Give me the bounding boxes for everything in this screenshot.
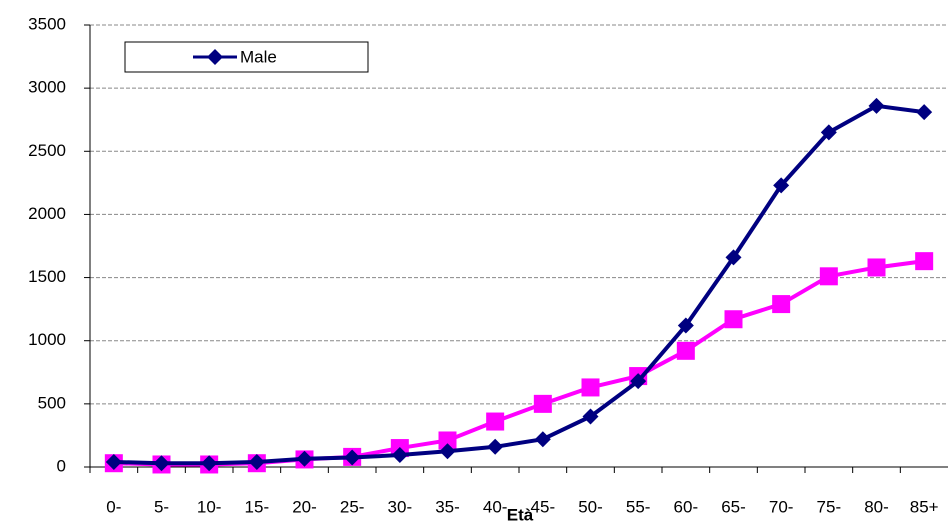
marker	[630, 373, 647, 390]
y-tick-label: 2000	[28, 204, 66, 223]
legend-label: Male	[240, 47, 277, 66]
marker	[676, 341, 695, 360]
marker	[439, 443, 456, 460]
x-tick-label: 5-	[154, 497, 169, 516]
marker	[915, 252, 934, 271]
marker	[916, 104, 933, 121]
y-tick-label: 3500	[28, 14, 66, 33]
marker	[248, 453, 265, 470]
marker	[677, 317, 694, 334]
y-tick-label: 1500	[28, 267, 66, 286]
y-tick-label: 3000	[28, 78, 66, 97]
marker	[296, 450, 313, 467]
x-tick-label: 80-	[864, 497, 889, 516]
x-tick-label: 10-	[197, 497, 222, 516]
x-tick-label: 50-	[578, 497, 603, 516]
marker	[534, 431, 551, 448]
marker	[773, 177, 790, 194]
marker	[105, 453, 122, 470]
x-tick-label: 75-	[817, 497, 842, 516]
x-tick-label: 55-	[626, 497, 651, 516]
marker	[868, 97, 885, 114]
marker	[391, 447, 408, 464]
marker	[533, 394, 552, 413]
y-tick-label: 2500	[28, 141, 66, 160]
x-tick-label: 15-	[245, 497, 270, 516]
legend-marker	[207, 49, 223, 65]
marker	[820, 124, 837, 141]
marker	[438, 431, 457, 450]
marker	[772, 295, 791, 314]
marker	[201, 455, 218, 472]
marker	[867, 258, 886, 277]
y-tick-label: 1000	[28, 330, 66, 349]
x-tick-label: 45-	[531, 497, 556, 516]
series-line	[113, 103, 925, 466]
marker	[153, 455, 170, 472]
marker	[487, 438, 504, 455]
legend-box	[124, 41, 369, 73]
marker	[486, 412, 505, 431]
x-tick-label: 30-	[388, 497, 413, 516]
marker	[582, 408, 599, 425]
y-tick-label: 0	[57, 456, 66, 475]
x-tick-label: 40-	[483, 497, 508, 516]
x-tick-label: 0-	[106, 497, 121, 516]
marker	[724, 310, 743, 329]
x-axis-label: Età	[507, 505, 534, 523]
x-tick-label: 70-	[769, 497, 794, 516]
x-tick-label: 25-	[340, 497, 365, 516]
y-tick-label: 500	[38, 393, 66, 412]
marker	[819, 267, 838, 286]
x-tick-label: 65-	[721, 497, 746, 516]
x-tick-label: 20-	[292, 497, 317, 516]
marker	[581, 378, 600, 397]
marker	[725, 249, 742, 266]
x-tick-label: 60-	[674, 497, 699, 516]
x-tick-label: 85+	[910, 497, 939, 516]
x-tick-label: 35-	[435, 497, 460, 516]
series-line	[113, 259, 925, 467]
marker	[344, 449, 361, 466]
